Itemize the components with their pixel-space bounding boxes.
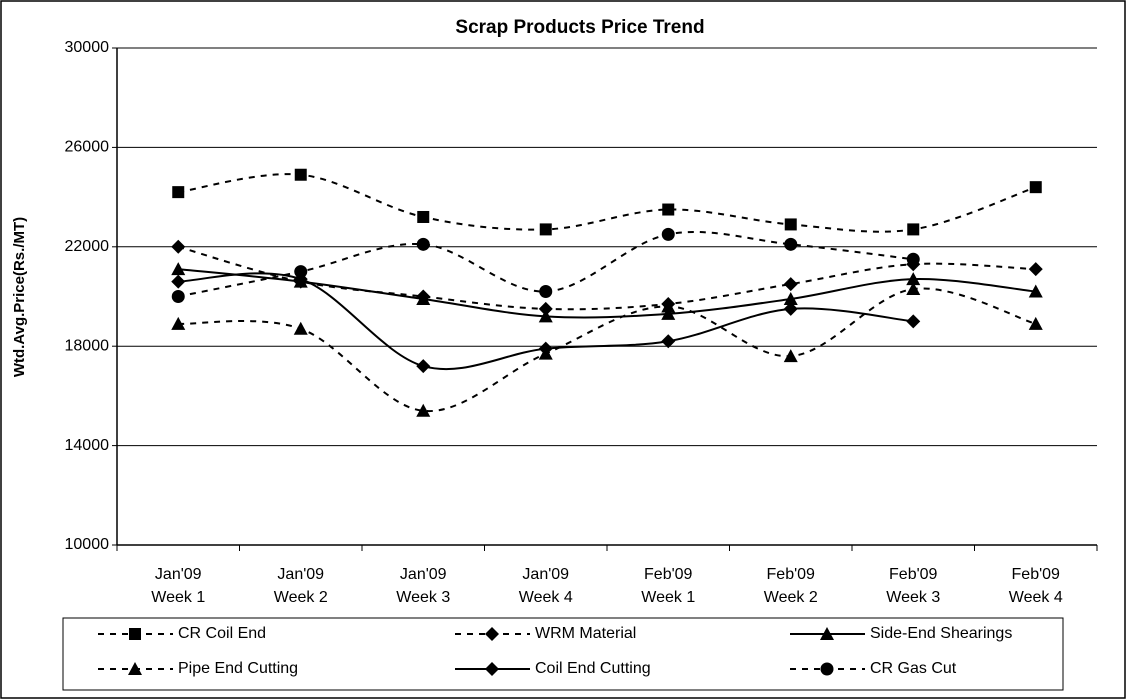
marker [171,290,185,303]
marker [661,227,675,241]
marker [906,252,920,266]
legend-label: Coil End Cutting [535,660,651,677]
x-tick-label: Feb'09 [889,566,938,583]
marker [820,662,834,676]
y-tick-label: 14000 [65,437,110,454]
marker [129,628,141,640]
marker [171,262,186,276]
marker [783,277,798,292]
legend-label: Side-End Shearings [870,625,1012,642]
marker [294,265,308,279]
marker [662,203,675,216]
marker [416,359,431,374]
marker [783,349,798,363]
marker [538,341,553,356]
marker [538,301,553,316]
marker [784,218,797,231]
chart-title: Scrap Products Price Trend [455,17,704,38]
marker [171,239,186,254]
marker [1028,262,1043,277]
marker [485,627,499,641]
series-line [177,245,1036,311]
y-tick-label: 10000 [65,536,110,553]
legend-label: CR Gas Cut [870,660,957,677]
series-line [178,287,1037,412]
marker [171,316,186,330]
x-tick-label: Jan'09 [277,566,324,583]
series-line [178,268,1036,319]
marker [171,274,186,289]
x-tick-label: Week 4 [519,589,573,606]
x-tick-label: Feb'09 [767,566,816,583]
marker [293,321,308,335]
marker [661,306,676,320]
marker [539,223,552,236]
marker [539,285,553,299]
legend-label: WRM Material [535,625,636,642]
marker [784,237,798,251]
marker [172,186,185,199]
x-tick-label: Week 3 [396,589,450,606]
y-tick-label: 22000 [65,238,110,255]
marker [820,627,834,640]
legend-label: Pipe End Cutting [178,660,298,677]
marker [783,291,798,305]
marker [485,662,499,676]
x-tick-label: Week 1 [641,589,695,606]
x-tick-label: Week 4 [1009,589,1063,606]
x-tick-label: Week 2 [764,589,818,606]
x-tick-label: Feb'09 [1012,566,1061,583]
x-tick-label: Week 1 [151,589,205,606]
x-tick-label: Week 2 [274,589,328,606]
marker [906,282,921,296]
marker [1029,181,1042,194]
marker [906,314,921,329]
x-tick-label: Week 3 [886,589,940,606]
marker [416,403,431,417]
marker [661,299,676,313]
marker [416,291,431,305]
marker [1028,284,1043,298]
y-tick-label: 18000 [65,337,110,354]
marker [661,334,676,349]
marker [294,168,307,181]
marker [416,237,430,251]
legend-box [62,617,1064,691]
marker [907,223,920,236]
y-tick-label: 26000 [65,139,110,156]
x-tick-label: Feb'09 [644,566,693,583]
marker [128,662,142,675]
marker [417,210,430,223]
x-tick-label: Jan'09 [522,566,569,583]
marker [1028,316,1043,330]
legend-label: CR Coil End [178,625,266,642]
y-axis-title: Wtd.Avg.Price(Rs./MT) [11,217,28,377]
series-line [178,173,1037,233]
x-tick-label: Jan'09 [400,566,447,583]
y-tick-label: 30000 [65,39,110,56]
x-tick-label: Jan'09 [155,566,202,583]
marker [538,309,553,323]
marker [783,301,798,316]
marker [906,272,921,286]
